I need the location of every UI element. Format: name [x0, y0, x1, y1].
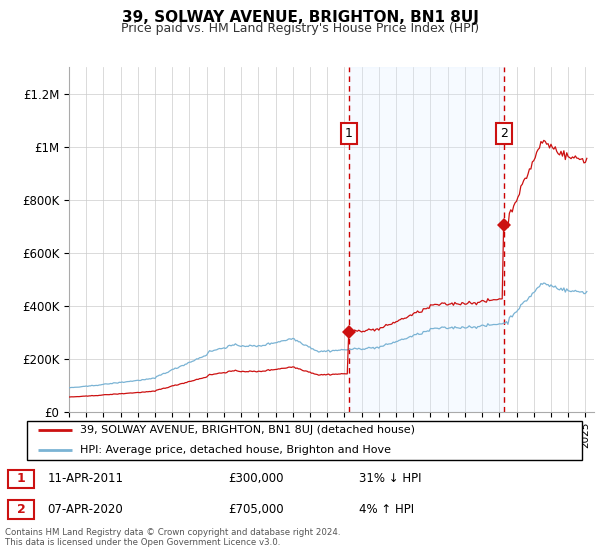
- Text: 11-APR-2011: 11-APR-2011: [47, 473, 124, 486]
- Text: £705,000: £705,000: [229, 503, 284, 516]
- Text: 2: 2: [17, 503, 25, 516]
- Text: 1: 1: [17, 473, 25, 486]
- Text: Contains HM Land Registry data © Crown copyright and database right 2024.
This d: Contains HM Land Registry data © Crown c…: [5, 528, 340, 547]
- Text: 4% ↑ HPI: 4% ↑ HPI: [359, 503, 415, 516]
- FancyBboxPatch shape: [8, 500, 34, 519]
- Text: HPI: Average price, detached house, Brighton and Hove: HPI: Average price, detached house, Brig…: [80, 445, 391, 455]
- Text: 39, SOLWAY AVENUE, BRIGHTON, BN1 8UJ: 39, SOLWAY AVENUE, BRIGHTON, BN1 8UJ: [122, 10, 478, 25]
- Text: 1: 1: [345, 127, 353, 140]
- FancyBboxPatch shape: [8, 469, 34, 488]
- Text: 31% ↓ HPI: 31% ↓ HPI: [359, 473, 422, 486]
- Text: 07-APR-2020: 07-APR-2020: [47, 503, 124, 516]
- Bar: [349, 67, 504, 412]
- Text: Price paid vs. HM Land Registry's House Price Index (HPI): Price paid vs. HM Land Registry's House …: [121, 22, 479, 35]
- Text: 39, SOLWAY AVENUE, BRIGHTON, BN1 8UJ (detached house): 39, SOLWAY AVENUE, BRIGHTON, BN1 8UJ (de…: [80, 424, 415, 435]
- FancyBboxPatch shape: [27, 421, 583, 460]
- Text: 2: 2: [500, 127, 508, 140]
- Text: £300,000: £300,000: [229, 473, 284, 486]
